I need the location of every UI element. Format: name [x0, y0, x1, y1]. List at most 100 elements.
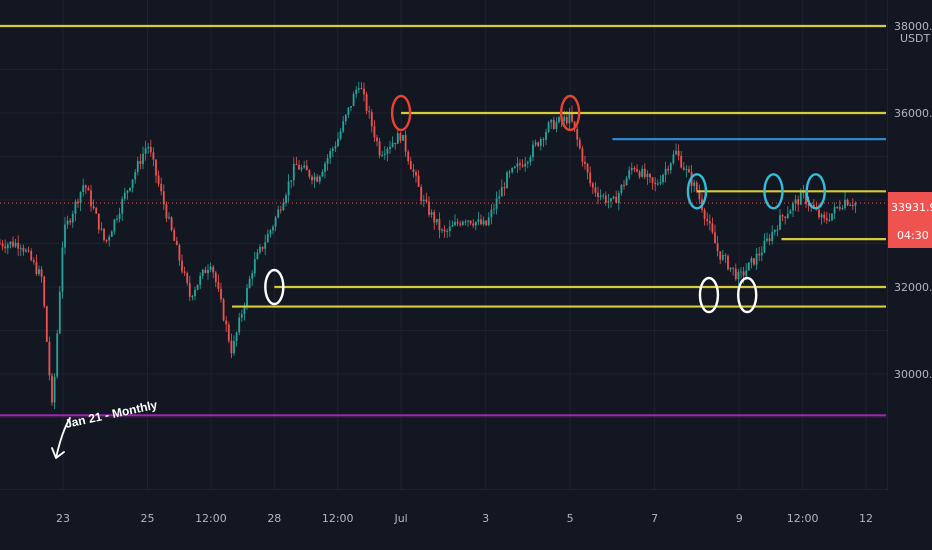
- candle-body: [300, 167, 303, 170]
- candle-body: [766, 238, 768, 241]
- candle-body: [253, 259, 256, 274]
- candle-body: [84, 185, 87, 188]
- circle-marker-5[interactable]: [264, 268, 285, 306]
- circle-marker-7[interactable]: [737, 276, 758, 314]
- candle-body: [342, 121, 345, 132]
- candle-body: [786, 213, 789, 219]
- candle-body: [716, 243, 719, 252]
- candle-body: [558, 117, 560, 123]
- candle-body: [760, 252, 763, 256]
- candle-body: [534, 142, 537, 145]
- candle-body: [209, 266, 212, 270]
- candle-body: [196, 284, 199, 290]
- candle-body: [149, 146, 152, 153]
- candle-body: [235, 332, 238, 341]
- candle-body: [675, 150, 677, 155]
- candle-body: [113, 219, 116, 232]
- candle-body: [480, 219, 482, 225]
- candle-body: [324, 163, 326, 172]
- circle-marker-1[interactable]: [559, 94, 581, 132]
- candle-body: [25, 250, 27, 252]
- candle-body: [628, 170, 631, 179]
- circle-markers[interactable]: [264, 94, 826, 314]
- candle-body: [225, 320, 228, 325]
- candle-body: [740, 271, 742, 273]
- candle-body: [1, 243, 4, 247]
- candle-body: [461, 221, 464, 225]
- candle-body: [552, 119, 555, 129]
- candle-body: [43, 276, 46, 307]
- candle-body: [56, 333, 59, 377]
- candle-body: [144, 148, 147, 154]
- circle-marker-2[interactable]: [686, 173, 708, 210]
- candle-body: [607, 201, 610, 203]
- candle-body: [537, 142, 540, 146]
- candle-body: [207, 269, 209, 274]
- candle-body: [139, 160, 142, 164]
- candle-body: [381, 154, 384, 156]
- candle-body: [467, 220, 469, 222]
- candle-body: [555, 122, 558, 129]
- candle-body: [578, 139, 581, 149]
- candle-body: [818, 209, 820, 218]
- candle-body: [615, 196, 618, 203]
- candle-body: [40, 269, 43, 277]
- candle-body: [854, 202, 857, 206]
- circle-marker-6[interactable]: [698, 276, 720, 314]
- candle-body: [511, 167, 514, 173]
- candle-body: [58, 291, 61, 334]
- candle-body: [191, 296, 194, 298]
- candle-body: [685, 169, 688, 171]
- candle-body: [259, 246, 261, 253]
- candle-body: [14, 242, 17, 247]
- candle-body: [82, 185, 85, 192]
- candle-body: [116, 218, 118, 220]
- candle-body: [812, 204, 815, 208]
- circle-marker-4[interactable]: [805, 173, 826, 210]
- time-tick-label: 12:00: [322, 512, 354, 525]
- candle-body: [285, 195, 287, 204]
- candle-body: [677, 150, 680, 156]
- candle-body: [844, 199, 846, 208]
- candle-body: [563, 116, 566, 121]
- candle-body: [311, 176, 313, 181]
- circle-marker-3[interactable]: [763, 173, 784, 210]
- horizontal-levels[interactable]: [0, 24, 886, 417]
- candle-body: [6, 244, 9, 249]
- candle-body: [474, 221, 477, 226]
- candle-body: [823, 214, 826, 219]
- candle-body: [274, 217, 277, 227]
- candle-body: [799, 192, 802, 205]
- candle-body: [688, 169, 690, 173]
- candle-body: [370, 112, 373, 127]
- circle-marker-0[interactable]: [390, 94, 412, 132]
- candle-body: [131, 179, 134, 188]
- candle-body: [768, 238, 771, 241]
- time-ticks: 23 25 12:00 28 12:00 Jul 3 5 7 9 12:00 12: [56, 512, 873, 525]
- candle-body: [630, 167, 633, 171]
- candle-body: [233, 340, 235, 354]
- candle-body: [4, 246, 7, 249]
- candle-body: [602, 195, 605, 197]
- candle-body: [350, 105, 352, 108]
- price-axis[interactable]: [888, 0, 932, 550]
- candle-body: [794, 199, 797, 204]
- candle-body: [9, 241, 12, 245]
- candle-body: [181, 260, 183, 272]
- candle-body: [155, 159, 157, 176]
- time-axis[interactable]: [0, 490, 888, 550]
- candle-body: [672, 154, 675, 164]
- candle-body: [464, 221, 467, 223]
- candle-body: [357, 88, 360, 90]
- candle-body: [428, 201, 430, 215]
- candle-body: [581, 148, 584, 162]
- candle-body: [451, 225, 454, 227]
- candle-body: [383, 153, 386, 155]
- candle-body: [568, 112, 571, 124]
- candle-body: [802, 192, 805, 194]
- candle-body: [64, 224, 66, 248]
- candle-body: [373, 126, 376, 138]
